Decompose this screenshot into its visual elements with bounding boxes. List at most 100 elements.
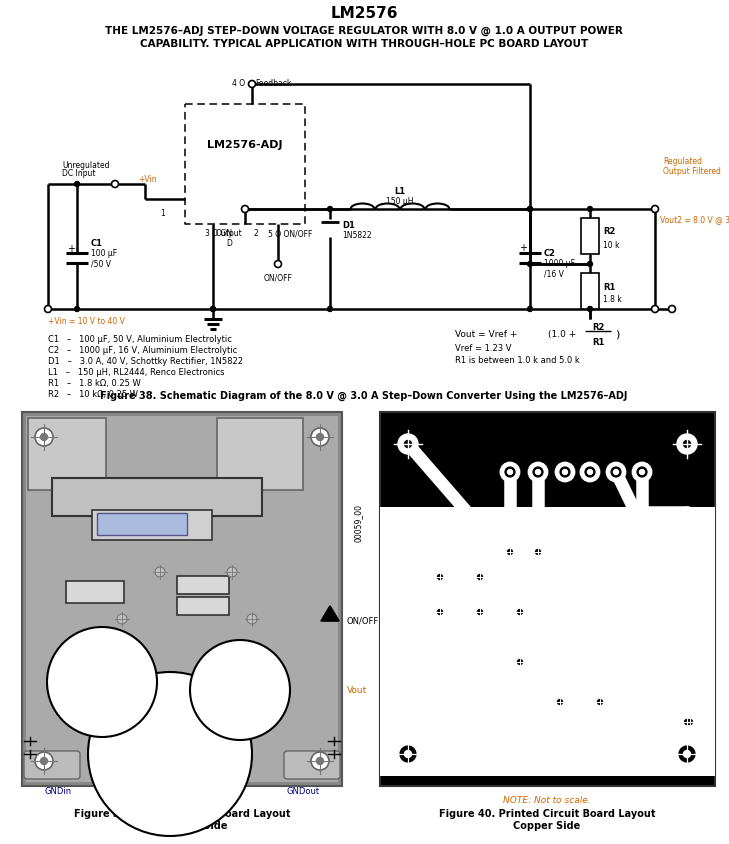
- FancyBboxPatch shape: [581, 273, 599, 310]
- Circle shape: [437, 575, 443, 580]
- Circle shape: [531, 545, 545, 560]
- Circle shape: [327, 208, 332, 212]
- FancyBboxPatch shape: [22, 413, 342, 786]
- Text: Vref = 1.23 V: Vref = 1.23 V: [455, 344, 512, 353]
- Circle shape: [668, 306, 676, 313]
- Circle shape: [684, 750, 690, 758]
- Circle shape: [639, 469, 645, 475]
- Text: D1: D1: [88, 586, 102, 595]
- Text: Regulated: Regulated: [663, 157, 702, 166]
- Circle shape: [44, 306, 52, 313]
- Circle shape: [47, 627, 157, 737]
- Text: C2: C2: [544, 249, 556, 258]
- Circle shape: [501, 463, 519, 481]
- Circle shape: [536, 549, 540, 555]
- Text: +: +: [225, 694, 235, 706]
- Circle shape: [518, 609, 523, 614]
- Circle shape: [558, 700, 563, 705]
- Circle shape: [583, 465, 597, 479]
- Text: 1000 µF: 1000 µF: [544, 259, 575, 268]
- FancyBboxPatch shape: [97, 513, 187, 535]
- Circle shape: [35, 752, 53, 770]
- Circle shape: [311, 429, 329, 446]
- Circle shape: [275, 261, 281, 268]
- FancyBboxPatch shape: [28, 419, 106, 490]
- Text: Unregulated: Unregulated: [62, 160, 109, 170]
- Circle shape: [680, 715, 694, 729]
- Text: D1: D1: [342, 220, 355, 230]
- Circle shape: [405, 750, 411, 758]
- Text: +Vin = 10 V to 40 V: +Vin = 10 V to 40 V: [48, 317, 125, 326]
- Text: C2: C2: [233, 677, 247, 687]
- Circle shape: [247, 614, 257, 625]
- Text: (1.0 +: (1.0 +: [548, 330, 576, 339]
- Circle shape: [587, 469, 593, 475]
- Text: 10 k: 10 k: [603, 241, 620, 249]
- Circle shape: [249, 81, 255, 89]
- FancyBboxPatch shape: [92, 511, 212, 540]
- Circle shape: [398, 744, 418, 764]
- Text: U1: U1: [150, 522, 164, 531]
- Text: L1: L1: [163, 754, 177, 764]
- Text: LM2576: LM2576: [330, 7, 398, 21]
- Circle shape: [398, 744, 418, 764]
- Text: R1   –   1.8 kΩ, 0.25 W: R1 – 1.8 kΩ, 0.25 W: [48, 379, 141, 388]
- Circle shape: [513, 605, 527, 619]
- FancyBboxPatch shape: [52, 479, 262, 517]
- Text: Figure 38. Schematic Diagram of the 8.0 V @ 3.0 A Step–Down Converter Using the : Figure 38. Schematic Diagram of the 8.0 …: [101, 391, 628, 401]
- Circle shape: [563, 470, 567, 475]
- Circle shape: [316, 434, 324, 441]
- Text: Output: Output: [215, 228, 242, 237]
- Circle shape: [35, 429, 53, 446]
- FancyBboxPatch shape: [66, 582, 124, 603]
- Text: Vout = Vref +: Vout = Vref +: [455, 330, 518, 339]
- Circle shape: [635, 465, 649, 479]
- Circle shape: [614, 470, 618, 475]
- Text: C2   –   1000 µF, 16 V, Aluminium Electrolytic: C2 – 1000 µF, 16 V, Aluminium Electrolyt…: [48, 346, 237, 355]
- Text: LM2576-ADJ: LM2576-ADJ: [207, 140, 283, 150]
- Text: C1   –   100 µF, 50 V, Aluminium Electrolytic: C1 – 100 µF, 50 V, Aluminium Electrolyti…: [48, 335, 232, 344]
- Circle shape: [473, 605, 487, 619]
- FancyBboxPatch shape: [217, 419, 303, 490]
- Circle shape: [609, 465, 623, 479]
- Text: /16 V: /16 V: [544, 269, 564, 279]
- Text: C1: C1: [95, 668, 109, 677]
- Circle shape: [677, 744, 697, 764]
- Text: Component Side: Component Side: [137, 820, 227, 830]
- FancyBboxPatch shape: [380, 507, 715, 776]
- Circle shape: [513, 655, 527, 669]
- Text: C1: C1: [91, 239, 103, 248]
- Circle shape: [528, 208, 532, 212]
- Circle shape: [588, 262, 593, 268]
- Circle shape: [535, 469, 541, 475]
- Circle shape: [477, 609, 483, 614]
- Text: R2: R2: [603, 227, 615, 236]
- Circle shape: [684, 750, 690, 758]
- Text: R1: R1: [603, 282, 615, 291]
- Text: GNDin: GNDin: [44, 787, 71, 796]
- Circle shape: [507, 469, 513, 475]
- Text: Vout2 = 8.0 V @ 3.0 A: Vout2 = 8.0 V @ 3.0 A: [660, 215, 729, 225]
- Circle shape: [41, 758, 47, 765]
- Circle shape: [593, 695, 607, 709]
- Text: GNDout: GNDout: [287, 787, 320, 796]
- Text: Vout: Vout: [347, 685, 367, 695]
- Circle shape: [437, 609, 443, 614]
- Circle shape: [88, 672, 252, 836]
- Circle shape: [433, 605, 447, 619]
- Text: Figure 40. Printed Circuit Board Layout: Figure 40. Printed Circuit Board Layout: [439, 808, 655, 818]
- Text: R2: R2: [592, 322, 604, 331]
- Text: 4 O: 4 O: [232, 78, 245, 88]
- Circle shape: [528, 307, 532, 312]
- Text: L1: L1: [394, 187, 405, 197]
- Text: L1   –   150 µH, RL2444, Renco Electronics: L1 – 150 µH, RL2444, Renco Electronics: [48, 368, 225, 377]
- Text: ON/OFF: ON/OFF: [264, 273, 292, 282]
- Circle shape: [41, 434, 47, 441]
- Text: +: +: [67, 244, 75, 254]
- Circle shape: [588, 208, 593, 212]
- Polygon shape: [321, 606, 339, 621]
- Circle shape: [684, 441, 690, 448]
- FancyBboxPatch shape: [177, 598, 229, 615]
- Text: Figure 39. Printed Circuit Board Layout: Figure 39. Printed Circuit Board Layout: [74, 808, 290, 818]
- FancyBboxPatch shape: [581, 219, 599, 255]
